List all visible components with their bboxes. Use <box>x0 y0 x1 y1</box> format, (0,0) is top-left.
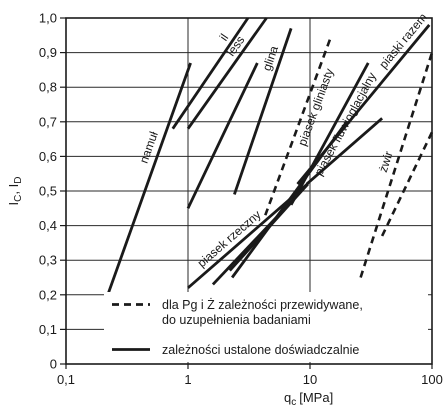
y-tick-label: 0,3 <box>39 253 57 268</box>
y-tick-label: 0,5 <box>39 184 57 199</box>
series-line <box>231 120 348 279</box>
axes <box>60 17 433 369</box>
y-tick-label: 0,2 <box>39 287 57 302</box>
series-line-namuł <box>106 62 192 296</box>
series-line <box>305 117 384 186</box>
series-line <box>186 62 259 209</box>
y-tick-label: 0,6 <box>39 149 57 164</box>
legend: dla Pg i Ż zależności przewidywane,do uz… <box>104 292 428 362</box>
series-line-less <box>186 17 268 130</box>
y-tick-label: 0 <box>50 357 57 372</box>
series-label: żwir <box>376 149 396 174</box>
y-tick-label: 0,1 <box>39 322 57 337</box>
legend-label: zależności ustalone doświadczalnie <box>162 343 359 357</box>
y-tick-label: 0,4 <box>39 218 57 233</box>
x-axis-title: qc [MPa] <box>284 390 333 406</box>
plot-frame <box>65 17 433 365</box>
x-tick-label: 100 <box>421 372 443 387</box>
y-axis-title: IC, ID <box>6 177 24 206</box>
y-tick-label: 1,0 <box>39 11 57 26</box>
legend-background <box>104 292 428 362</box>
series-line-żwir <box>359 52 434 278</box>
x-tick-label: 10 <box>303 372 317 387</box>
x-tick-label: 1 <box>184 372 191 387</box>
legend-label: do uzupełnienia badaniami <box>162 313 311 327</box>
y-tick-label: 0,7 <box>39 114 57 129</box>
series-lines <box>106 17 434 296</box>
series-line-piasek-gliniasty <box>264 34 333 216</box>
legend-label: dla Pg i Ż zależności przewidywane, <box>162 298 363 312</box>
series-line-il <box>171 17 250 130</box>
tick-labels: 00,10,20,30,40,50,60,70,80,91,00,1 1 10 100 <box>39 11 443 388</box>
y-tick-label: 0,8 <box>39 80 57 95</box>
series-line-glina <box>233 27 293 195</box>
x-tick-label: 0,1 <box>57 372 75 387</box>
y-tick-label: 0,9 <box>39 45 57 60</box>
